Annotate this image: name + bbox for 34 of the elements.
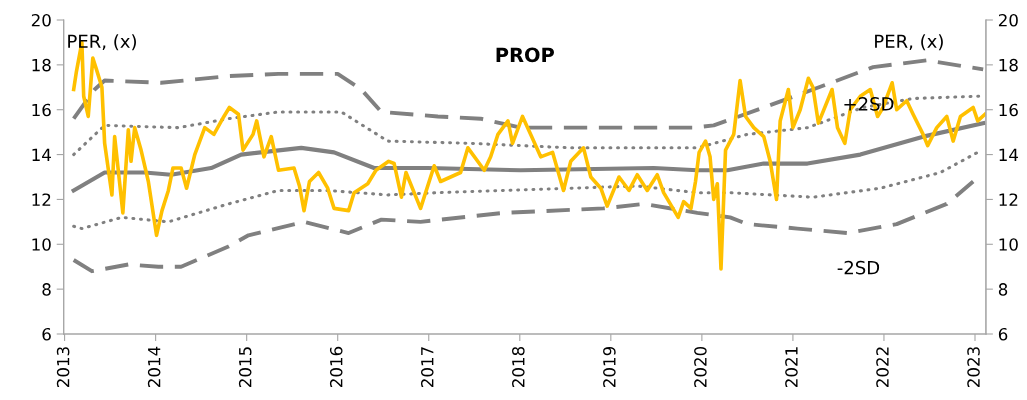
x-tick-label: 2015 xyxy=(238,347,252,387)
x-tick-label: 2016 xyxy=(329,346,343,387)
y2-tick-label: 10 xyxy=(999,238,1018,251)
y2-tick-label: 18 xyxy=(999,58,1018,72)
x-tick-label: 2014 xyxy=(147,346,161,387)
y2-tick-label: 20 xyxy=(998,13,1018,27)
x-tick-label: 2020 xyxy=(694,346,707,387)
y-axis-title: PER, (x) xyxy=(68,34,136,51)
x-tick-label: 2022 xyxy=(876,347,889,387)
y-tick-label: 6 xyxy=(42,327,51,341)
y-tick-label: 20 xyxy=(31,13,51,27)
y-tick-label: 18 xyxy=(32,58,51,72)
y2-tick-label: 6 xyxy=(998,327,1008,341)
x-tick-label: 2017 xyxy=(420,347,434,387)
y2-tick-label: 16 xyxy=(999,103,1018,117)
line-series xyxy=(72,94,982,157)
y-tick-label: 14 xyxy=(32,148,51,161)
y-tick-label: 12 xyxy=(32,193,51,206)
x-tick-label: 2018 xyxy=(512,346,525,387)
text: PROP xyxy=(496,47,554,63)
y-tick-label: 10 xyxy=(32,238,51,251)
y2-axis-title: PER, (x) xyxy=(875,34,943,51)
y-tick-label: 8 xyxy=(42,283,51,296)
x-tick-label: 2023 xyxy=(967,347,980,387)
y2-tick-label: 14 xyxy=(999,148,1018,161)
x-tick-label: 2013 xyxy=(56,347,70,387)
line-series xyxy=(72,150,980,231)
x-tick-label: 2021 xyxy=(785,347,798,387)
line-series xyxy=(71,179,976,274)
annotation: -2SD xyxy=(837,260,880,275)
y2-tick-label: 8 xyxy=(998,283,1008,296)
x-tick-label: 2019 xyxy=(603,346,616,387)
y-tick-label: 16 xyxy=(32,103,51,117)
y2-tick-label: 12 xyxy=(999,193,1018,206)
